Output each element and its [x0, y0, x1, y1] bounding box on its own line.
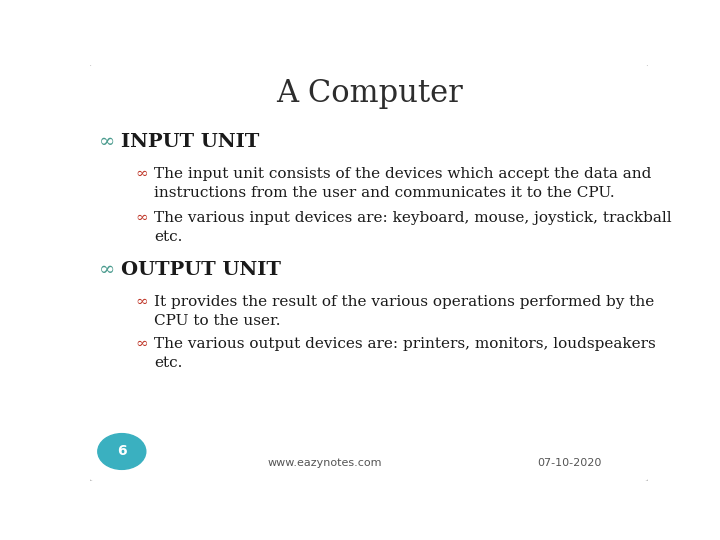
- Text: The input unit consists of the devices which accept the data and
instructions fr: The input unit consists of the devices w…: [154, 167, 652, 200]
- Text: ∞: ∞: [99, 133, 115, 151]
- Text: The various input devices are: keyboard, mouse, joystick, trackball
etc.: The various input devices are: keyboard,…: [154, 211, 672, 244]
- Text: 07-10-2020: 07-10-2020: [538, 458, 602, 468]
- Text: INPUT UNIT: INPUT UNIT: [121, 133, 259, 151]
- Text: The various output devices are: printers, monitors, loudspeakers
etc.: The various output devices are: printers…: [154, 337, 656, 370]
- Text: ∞: ∞: [136, 167, 148, 181]
- Text: It provides the result of the various operations performed by the
CPU to the use: It provides the result of the various op…: [154, 295, 654, 328]
- Text: ∞: ∞: [99, 261, 115, 280]
- Text: ∞: ∞: [136, 337, 148, 351]
- FancyBboxPatch shape: [87, 63, 651, 483]
- Text: 6: 6: [117, 444, 127, 458]
- Circle shape: [98, 434, 145, 469]
- Text: ∞: ∞: [136, 211, 148, 225]
- Text: OUTPUT UNIT: OUTPUT UNIT: [121, 261, 281, 280]
- Text: www.eazynotes.com: www.eazynotes.com: [267, 458, 382, 468]
- Text: A Computer: A Computer: [276, 78, 462, 110]
- Text: ∞: ∞: [136, 295, 148, 309]
